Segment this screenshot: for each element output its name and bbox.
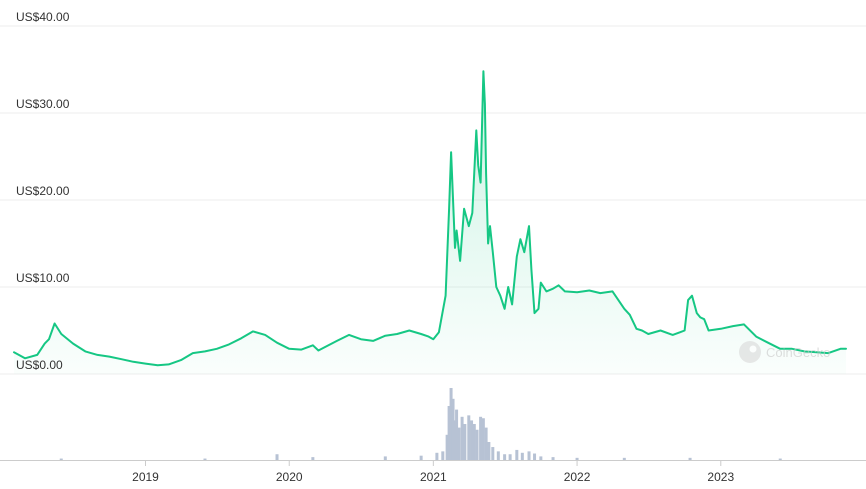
volume-bar bbox=[575, 457, 579, 460]
y-tick-label: US$20.00 bbox=[16, 184, 70, 198]
gecko-logo-icon bbox=[739, 341, 761, 363]
volume-bar bbox=[520, 452, 524, 460]
volume-bar bbox=[778, 458, 782, 460]
volume-bar bbox=[475, 429, 479, 460]
x-tick-label: 2019 bbox=[132, 470, 159, 484]
volume-bar bbox=[481, 418, 485, 460]
price-area-fill bbox=[14, 71, 846, 374]
x-tick-label: 2022 bbox=[564, 470, 591, 484]
volume-bar bbox=[203, 458, 207, 460]
grid-lines bbox=[0, 25, 866, 375]
volume-bar bbox=[515, 449, 519, 460]
price-line bbox=[13, 70, 847, 367]
volume-bar bbox=[533, 453, 537, 460]
volume-bar bbox=[472, 424, 476, 460]
y-tick-label: US$10.00 bbox=[16, 271, 70, 285]
volume-bar bbox=[527, 451, 531, 460]
volume-bar bbox=[503, 454, 507, 460]
volume-bar bbox=[59, 458, 63, 460]
volume-bar bbox=[311, 457, 315, 460]
gecko-eye-icon bbox=[749, 345, 757, 353]
x-tick-label: 2020 bbox=[276, 470, 303, 484]
watermark-text: CoinGecko bbox=[766, 345, 830, 360]
volume-bar bbox=[441, 451, 445, 460]
volume-bar bbox=[539, 456, 543, 460]
volume-bar bbox=[383, 456, 387, 460]
volume-bar bbox=[455, 409, 459, 460]
volume-bar bbox=[487, 442, 491, 460]
y-axis-ticks: US$0.00 US$10.00 US$20.00 US$30.00 US$40.00 bbox=[16, 10, 70, 372]
volume-bar bbox=[463, 424, 467, 460]
volume-bar bbox=[484, 427, 488, 460]
x-tick-label: 2023 bbox=[707, 470, 734, 484]
volume-bar bbox=[445, 434, 449, 460]
price-line-group bbox=[13, 70, 847, 367]
volume-bar bbox=[508, 454, 512, 460]
y-tick-label: US$40.00 bbox=[16, 10, 70, 24]
volume-bar bbox=[451, 398, 455, 460]
volume-bar bbox=[496, 451, 500, 460]
volume-bar bbox=[419, 455, 423, 460]
volume-bar bbox=[435, 452, 439, 460]
y-tick-label: US$0.00 bbox=[16, 358, 63, 372]
volume-bar bbox=[622, 457, 626, 460]
y-tick-label: US$30.00 bbox=[16, 97, 70, 111]
volume-bar bbox=[453, 420, 457, 460]
volume-bar bbox=[491, 447, 495, 460]
volume-bar bbox=[470, 420, 474, 460]
volume-bar bbox=[275, 454, 279, 460]
coingecko-watermark: CoinGecko bbox=[739, 341, 830, 363]
volume-bar bbox=[460, 416, 464, 460]
volume-bar bbox=[447, 406, 451, 460]
volume-bar bbox=[457, 427, 461, 460]
volume-bar bbox=[467, 415, 471, 460]
volume-bar bbox=[479, 416, 483, 460]
volume-bar bbox=[551, 457, 555, 460]
volume-bar bbox=[449, 388, 453, 460]
volume-bar bbox=[688, 457, 692, 460]
price-area bbox=[14, 71, 846, 374]
volume-bars bbox=[59, 388, 782, 460]
x-tick-label: 2021 bbox=[420, 470, 447, 484]
x-axis: 2019 2020 2021 2022 2023 bbox=[0, 460, 866, 484]
